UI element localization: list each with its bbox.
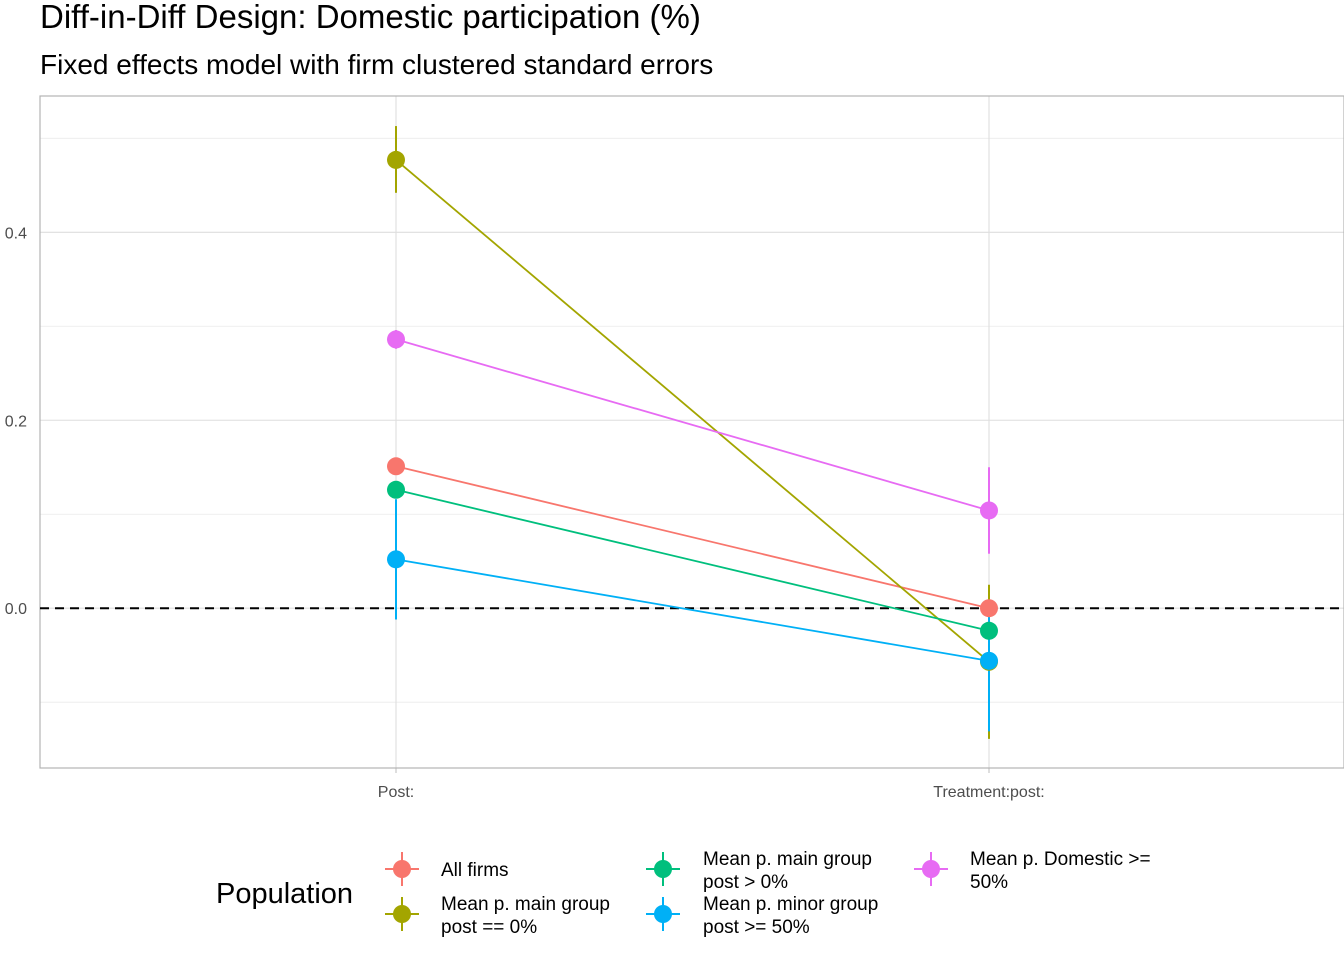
legend-label: Mean p. minor group	[703, 894, 878, 915]
y-tick-label: 0.2	[5, 413, 27, 430]
legend-key-point	[922, 860, 940, 878]
y-tick-label: 0.4	[5, 225, 27, 242]
data-point	[980, 621, 998, 640]
legend-key-point	[654, 905, 672, 923]
legend-item: All firms	[385, 852, 509, 886]
legend-key-point	[393, 860, 411, 878]
series-line	[395, 488, 990, 632]
data-point	[387, 330, 405, 349]
data-point	[980, 599, 998, 618]
legend-key-point	[654, 860, 672, 878]
data-point	[387, 550, 405, 569]
legend-label: post == 0%	[441, 917, 537, 938]
plot-panel: 0.0 0.2 0.4 Post: Treatment:post:	[5, 95, 1344, 801]
data-point	[387, 457, 405, 476]
legend-item: Mean p. Domestic >=50%	[914, 849, 1151, 893]
legend-label: Mean p. main group	[703, 849, 872, 870]
legend-label: 50%	[970, 872, 1008, 893]
series-line	[395, 465, 990, 610]
data-point	[387, 150, 405, 169]
data-point	[980, 501, 998, 520]
legend-label: Mean p. Domestic >=	[970, 849, 1151, 870]
x-tick-label: Post:	[378, 784, 414, 801]
data-point	[387, 480, 405, 499]
chart-title: Diff-in-Diff Design: Domestic participat…	[40, 0, 701, 35]
legend-label: post >= 50%	[703, 917, 810, 938]
x-tick-label: Treatment:post:	[933, 784, 1044, 801]
panel-border	[39, 95, 1344, 769]
legend-label: post > 0%	[703, 872, 788, 893]
chart-subtitle: Fixed effects model with firm clustered …	[40, 49, 713, 80]
legend-label: All firms	[441, 860, 509, 881]
legend-title: Population	[216, 878, 353, 910]
y-tick-label: 0.0	[5, 601, 27, 618]
series-line	[395, 338, 990, 512]
legend-label: Mean p. main group	[441, 894, 610, 915]
legend-key-point	[393, 905, 411, 923]
series-line	[395, 558, 990, 662]
data-point	[980, 651, 998, 670]
series-line	[395, 159, 990, 663]
